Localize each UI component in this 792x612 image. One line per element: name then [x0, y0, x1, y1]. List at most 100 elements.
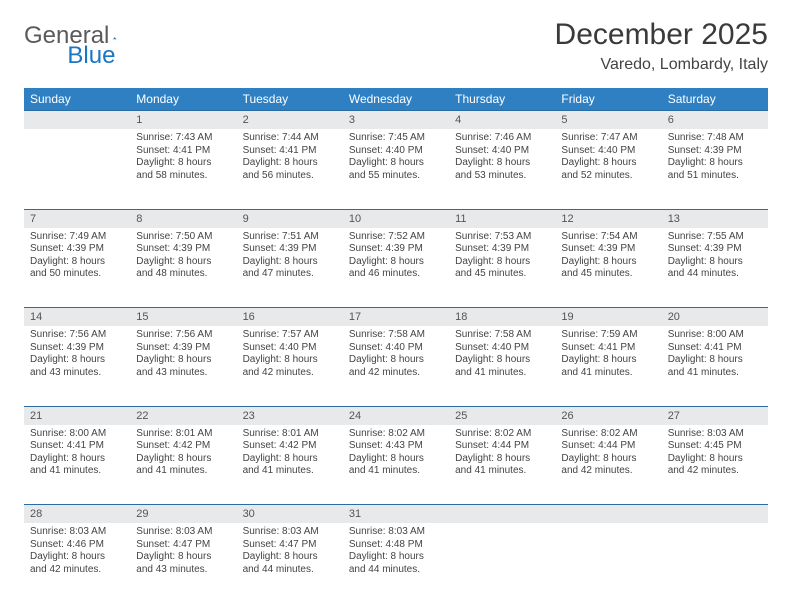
day-number: 5: [555, 111, 661, 130]
daynum-row: 14151617181920: [24, 308, 768, 327]
day-line: Sunset: 4:42 PM: [243, 440, 337, 453]
day-number: 17: [343, 308, 449, 327]
day-cell: Sunrise: 7:50 AMSunset: 4:39 PMDaylight:…: [130, 228, 236, 308]
day-line: Sunset: 4:39 PM: [455, 243, 549, 256]
header: General Blue December 2025 Varedo, Lomba…: [24, 18, 768, 74]
day-line: Sunset: 4:39 PM: [30, 243, 124, 256]
day-number: 7: [24, 209, 130, 228]
day-line: Sunrise: 7:47 AM: [561, 132, 655, 145]
day-line: Sunset: 4:44 PM: [455, 440, 549, 453]
day-line: Sunset: 4:40 PM: [455, 145, 549, 158]
day-cell: Sunrise: 8:03 AMSunset: 4:47 PMDaylight:…: [130, 523, 236, 603]
day-line: Sunrise: 7:56 AM: [136, 329, 230, 342]
day-cell: Sunrise: 7:59 AMSunset: 4:41 PMDaylight:…: [555, 326, 661, 406]
day-line: Sunrise: 7:45 AM: [349, 132, 443, 145]
day-number: 16: [237, 308, 343, 327]
day-line: Sunrise: 8:01 AM: [243, 428, 337, 441]
day-line: Sunset: 4:40 PM: [455, 342, 549, 355]
day-number: 22: [130, 406, 236, 425]
day-line: Sunrise: 8:03 AM: [668, 428, 762, 441]
week-row: Sunrise: 7:49 AMSunset: 4:39 PMDaylight:…: [24, 228, 768, 308]
day-number: [449, 505, 555, 524]
day-number: [662, 505, 768, 524]
day-line: Daylight: 8 hours and 41 minutes.: [668, 354, 762, 379]
day-number: 30: [237, 505, 343, 524]
day-cell: Sunrise: 8:03 AMSunset: 4:45 PMDaylight:…: [662, 425, 768, 505]
day-line: Sunrise: 8:02 AM: [455, 428, 549, 441]
dow-wed: Wednesday: [343, 88, 449, 111]
day-line: Sunrise: 8:02 AM: [561, 428, 655, 441]
day-cell: Sunrise: 7:47 AMSunset: 4:40 PMDaylight:…: [555, 129, 661, 209]
day-cell: Sunrise: 7:58 AMSunset: 4:40 PMDaylight:…: [449, 326, 555, 406]
day-line: Sunset: 4:40 PM: [561, 145, 655, 158]
day-line: Daylight: 8 hours and 55 minutes.: [349, 157, 443, 182]
day-line: Sunrise: 7:58 AM: [349, 329, 443, 342]
day-cell: [662, 523, 768, 603]
day-line: Sunrise: 8:01 AM: [136, 428, 230, 441]
day-number: 18: [449, 308, 555, 327]
day-line: Sunrise: 7:57 AM: [243, 329, 337, 342]
day-line: Sunrise: 7:43 AM: [136, 132, 230, 145]
day-number: 4: [449, 111, 555, 130]
day-number: 31: [343, 505, 449, 524]
day-number: 25: [449, 406, 555, 425]
day-line: Sunset: 4:41 PM: [136, 145, 230, 158]
day-number: 19: [555, 308, 661, 327]
day-line: Sunset: 4:48 PM: [349, 539, 443, 552]
day-line: Sunset: 4:44 PM: [561, 440, 655, 453]
day-line: Sunset: 4:39 PM: [668, 243, 762, 256]
day-line: Sunset: 4:39 PM: [668, 145, 762, 158]
day-cell: Sunrise: 7:46 AMSunset: 4:40 PMDaylight:…: [449, 129, 555, 209]
day-line: Daylight: 8 hours and 45 minutes.: [561, 256, 655, 281]
day-line: Daylight: 8 hours and 56 minutes.: [243, 157, 337, 182]
day-line: Sunrise: 7:58 AM: [455, 329, 549, 342]
day-line: Daylight: 8 hours and 46 minutes.: [349, 256, 443, 281]
day-cell: Sunrise: 8:01 AMSunset: 4:42 PMDaylight:…: [237, 425, 343, 505]
day-line: Sunset: 4:40 PM: [349, 342, 443, 355]
day-line: Sunrise: 7:56 AM: [30, 329, 124, 342]
logo-word2: Blue: [67, 42, 115, 70]
day-line: Sunrise: 7:53 AM: [455, 231, 549, 244]
day-line: Sunrise: 8:03 AM: [30, 526, 124, 539]
day-line: Daylight: 8 hours and 48 minutes.: [136, 256, 230, 281]
day-line: Sunset: 4:43 PM: [349, 440, 443, 453]
day-number: 15: [130, 308, 236, 327]
day-line: Daylight: 8 hours and 42 minutes.: [561, 453, 655, 478]
day-cell: Sunrise: 7:56 AMSunset: 4:39 PMDaylight:…: [130, 326, 236, 406]
day-cell: [24, 129, 130, 209]
day-line: Sunrise: 8:03 AM: [243, 526, 337, 539]
day-line: Sunset: 4:40 PM: [243, 342, 337, 355]
day-line: Daylight: 8 hours and 58 minutes.: [136, 157, 230, 182]
day-line: Daylight: 8 hours and 43 minutes.: [136, 551, 230, 576]
day-cell: Sunrise: 8:02 AMSunset: 4:44 PMDaylight:…: [555, 425, 661, 505]
day-line: Sunrise: 8:02 AM: [349, 428, 443, 441]
day-line: Daylight: 8 hours and 41 minutes.: [455, 453, 549, 478]
day-cell: Sunrise: 7:49 AMSunset: 4:39 PMDaylight:…: [24, 228, 130, 308]
day-number: 1: [130, 111, 236, 130]
day-line: Sunset: 4:41 PM: [561, 342, 655, 355]
day-line: Sunset: 4:39 PM: [243, 243, 337, 256]
day-number: 2: [237, 111, 343, 130]
day-line: Sunrise: 7:54 AM: [561, 231, 655, 244]
day-cell: Sunrise: 7:53 AMSunset: 4:39 PMDaylight:…: [449, 228, 555, 308]
day-cell: Sunrise: 8:03 AMSunset: 4:46 PMDaylight:…: [24, 523, 130, 603]
day-line: Sunset: 4:39 PM: [136, 243, 230, 256]
day-cell: Sunrise: 7:48 AMSunset: 4:39 PMDaylight:…: [662, 129, 768, 209]
day-line: Daylight: 8 hours and 42 minutes.: [668, 453, 762, 478]
day-of-week-row: Sunday Monday Tuesday Wednesday Thursday…: [24, 88, 768, 111]
week-row: Sunrise: 8:03 AMSunset: 4:46 PMDaylight:…: [24, 523, 768, 603]
day-line: Daylight: 8 hours and 41 minutes.: [349, 453, 443, 478]
day-number: [555, 505, 661, 524]
day-number: 10: [343, 209, 449, 228]
day-cell: Sunrise: 7:44 AMSunset: 4:41 PMDaylight:…: [237, 129, 343, 209]
day-line: Daylight: 8 hours and 44 minutes.: [349, 551, 443, 576]
day-number: 14: [24, 308, 130, 327]
day-number: 23: [237, 406, 343, 425]
day-cell: Sunrise: 7:58 AMSunset: 4:40 PMDaylight:…: [343, 326, 449, 406]
day-line: Sunset: 4:42 PM: [136, 440, 230, 453]
day-cell: Sunrise: 7:54 AMSunset: 4:39 PMDaylight:…: [555, 228, 661, 308]
day-line: Daylight: 8 hours and 41 minutes.: [243, 453, 337, 478]
day-line: Sunrise: 8:03 AM: [349, 526, 443, 539]
day-line: Sunrise: 7:48 AM: [668, 132, 762, 145]
day-number: 12: [555, 209, 661, 228]
